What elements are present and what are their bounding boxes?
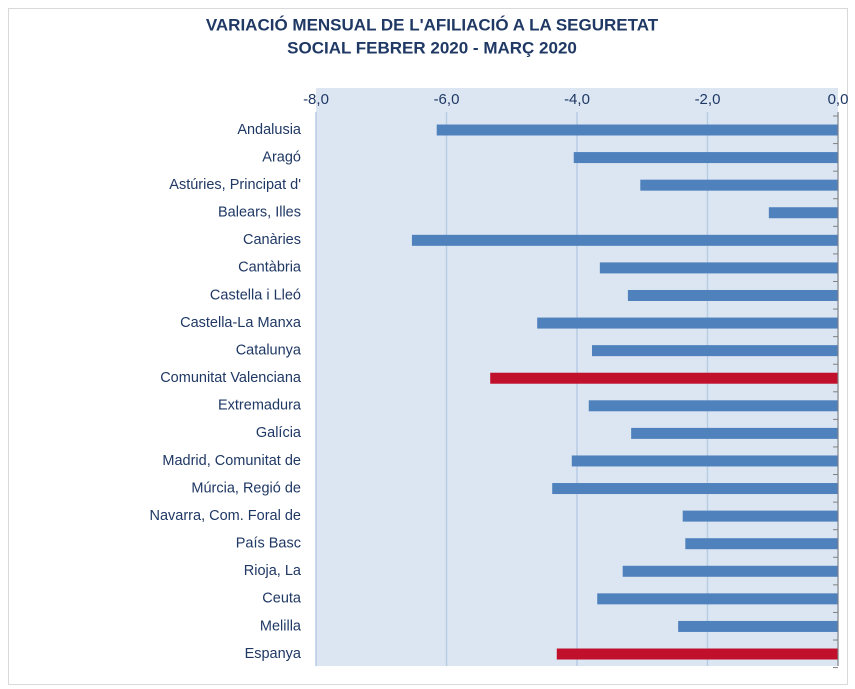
y-tick-label: Rioja, La <box>244 563 302 579</box>
bar <box>678 620 838 632</box>
bar <box>537 317 838 329</box>
y-tick-label: Espanya <box>245 646 302 662</box>
bar <box>622 565 838 577</box>
bar <box>685 538 838 550</box>
y-tick-label: Catalunya <box>236 342 302 358</box>
bar <box>571 455 838 467</box>
bar <box>599 262 838 274</box>
y-tick-label: Castella-La Manxa <box>180 315 302 331</box>
bar <box>573 152 838 164</box>
bar <box>588 400 838 412</box>
y-tick-label: Cantàbria <box>238 260 302 276</box>
y-tick-label: Extremadura <box>218 398 302 414</box>
bar <box>556 648 838 660</box>
y-tick-label: Galícia <box>256 425 302 441</box>
bar <box>490 372 838 384</box>
y-tick-label: Navarra, Com. Foral de <box>150 508 302 524</box>
y-tick-label: Andalusia <box>237 122 302 138</box>
bar <box>597 593 838 605</box>
x-tick-label: -8,0 <box>303 91 329 108</box>
chart-title: SOCIAL FEBRER 2020 - MARÇ 2020 <box>287 38 577 57</box>
x-tick-label: -4,0 <box>564 91 590 108</box>
y-tick-label: Múrcia, Regió de <box>191 480 301 496</box>
bar <box>631 427 838 439</box>
y-tick-label: Balears, Illes <box>218 205 301 221</box>
y-tick-label: Ceuta <box>262 591 302 607</box>
bar <box>682 510 838 522</box>
y-tick-label: Astúries, Principat d' <box>169 177 301 193</box>
chart-title: VARIACIÓ MENSUAL DE L'AFILIACIÓ A LA SEG… <box>206 15 659 34</box>
bar <box>592 345 838 357</box>
y-tick-label: Aragó <box>262 149 301 165</box>
bar <box>411 234 838 246</box>
x-tick-label: -6,0 <box>434 91 460 108</box>
x-tick-label: -2,0 <box>695 91 721 108</box>
x-tick-label: 0,0 <box>828 91 849 108</box>
y-tick-label: Castella i Lleó <box>210 287 301 303</box>
bar <box>768 207 838 219</box>
y-tick-label: País Basc <box>236 536 301 552</box>
y-tick-label: Canàries <box>243 232 301 248</box>
bar <box>640 179 838 191</box>
bar <box>436 124 838 136</box>
bar <box>627 289 838 301</box>
y-tick-label: Comunitat Valenciana <box>160 370 302 386</box>
y-tick-label: Melilla <box>260 618 302 634</box>
y-tick-label: Madrid, Comunitat de <box>162 453 301 469</box>
bar <box>552 483 838 495</box>
